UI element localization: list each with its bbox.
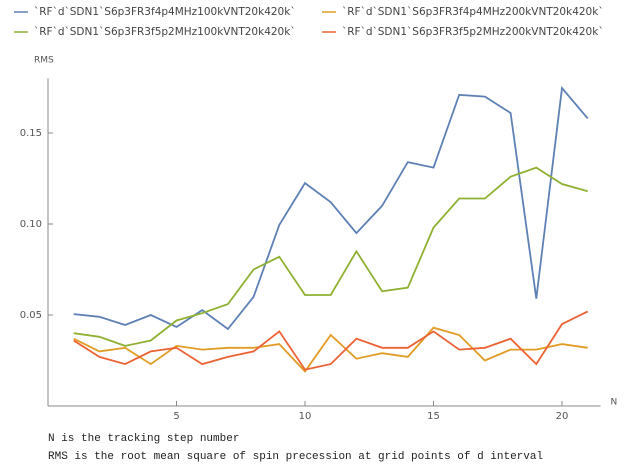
- x-tick-label: 20: [556, 411, 569, 422]
- y-tick-label: 0.15: [20, 128, 42, 139]
- x-tick-label: 5: [173, 411, 179, 422]
- y-axis-label: RMS: [34, 56, 54, 66]
- x-axis-label: N: [611, 398, 618, 408]
- legend-label: `RF`d`SDN1`S6p3FR3f4p4MHz100kVNT20k420k`: [34, 6, 296, 18]
- series-line: [73, 166, 588, 347]
- legend-label: `RF`d`SDN1`S6p3FR3f4p4MHz200kVNT20k420k`: [342, 6, 604, 18]
- y-tick-label: 0.10: [20, 219, 42, 230]
- legend-label: `RF`d`SDN1`S6p3FR3f5p2MHz100kVNT20k420k`: [34, 26, 296, 38]
- series-line: [73, 326, 588, 373]
- note: RMS is the root mean square of spin prec…: [48, 451, 543, 463]
- x-tick-label: 15: [427, 411, 440, 422]
- y-tick-label: 0.05: [20, 310, 42, 321]
- x-tick-label: 10: [299, 411, 312, 422]
- series-line: [73, 310, 589, 371]
- series-line: [73, 85, 589, 331]
- legend-label: `RF`d`SDN1`S6p3FR3f5p2MHz200kVNT20k420k`: [342, 26, 604, 38]
- note: N is the tracking step number: [48, 433, 239, 445]
